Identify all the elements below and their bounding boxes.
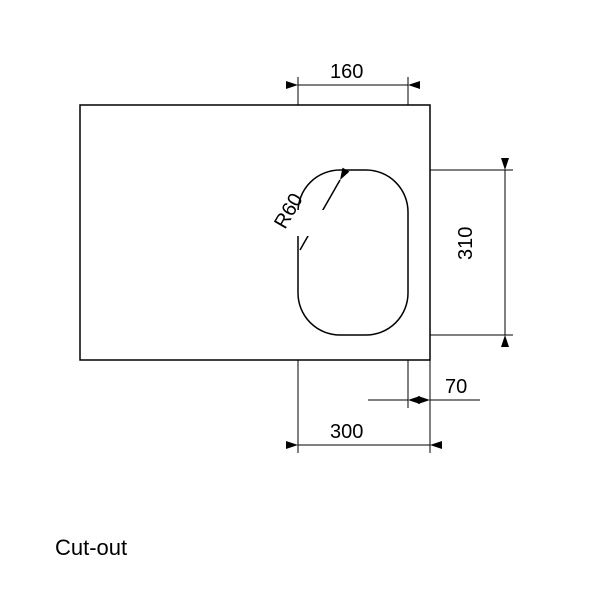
caption: Cut-out <box>55 535 127 560</box>
outer-rect <box>80 105 430 360</box>
dim-310: 310 <box>455 227 477 260</box>
dim-160: 160 <box>330 61 363 83</box>
cutout-diagram: 16031070300R60Cut-out <box>0 0 600 600</box>
slot <box>298 170 408 335</box>
dim-70: 70 <box>445 376 467 398</box>
dim-300: 300 <box>330 421 363 443</box>
